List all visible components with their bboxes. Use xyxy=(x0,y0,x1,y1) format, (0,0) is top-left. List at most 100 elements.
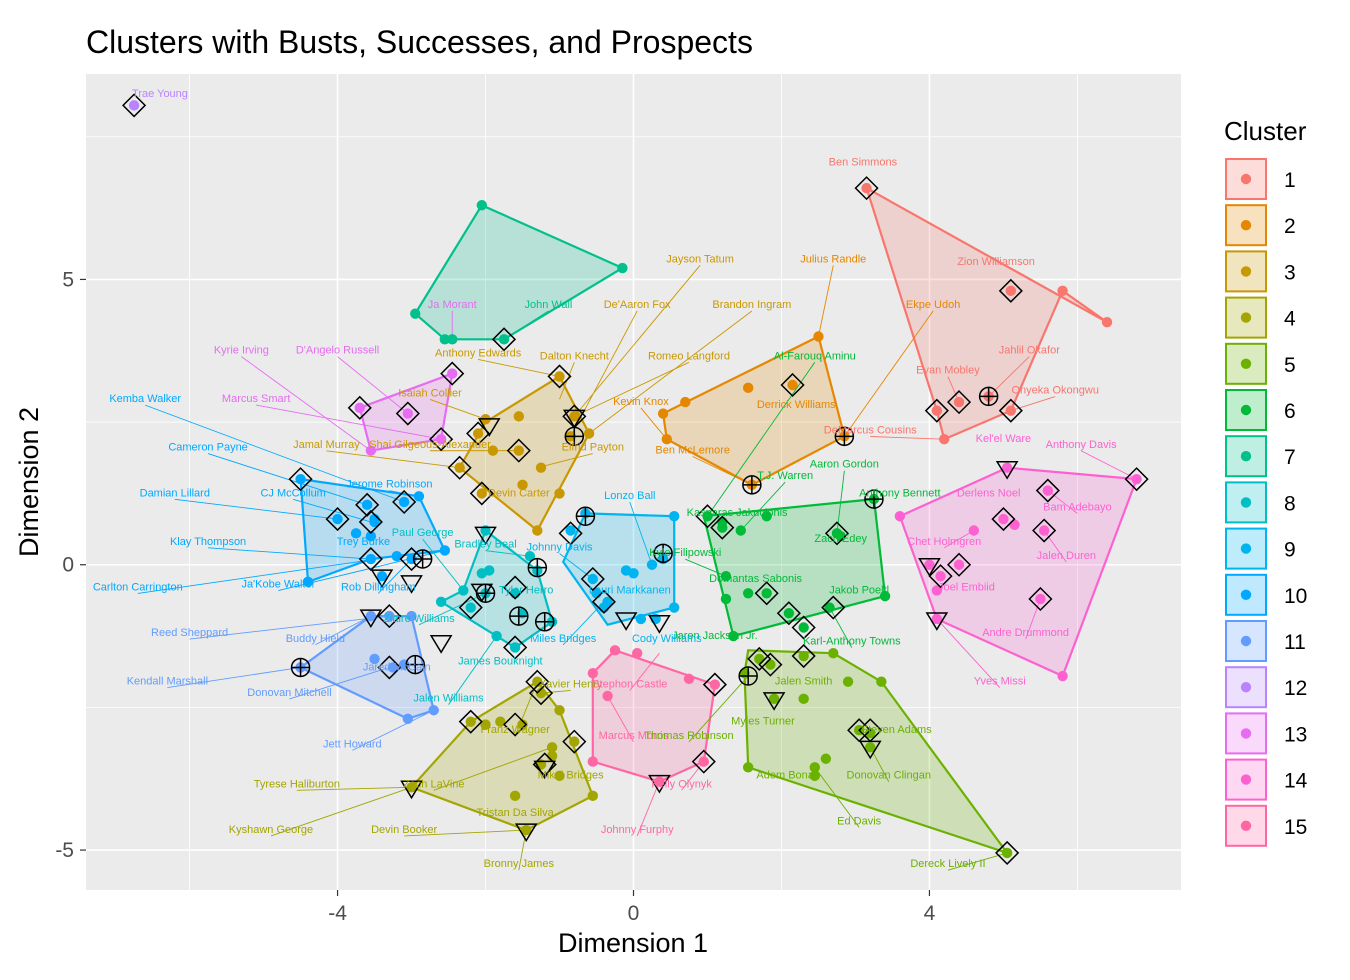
legend-point-13 xyxy=(1240,728,1252,739)
diamond-marker xyxy=(928,564,953,589)
data-point-cluster-14 xyxy=(924,559,935,570)
x-tick-label: -4 xyxy=(328,902,347,925)
player-label: Devin Carter xyxy=(488,487,550,499)
diamond-marker xyxy=(1028,586,1053,612)
data-point-cluster-1 xyxy=(1057,285,1068,297)
x-axis-title: Dimension 1 xyxy=(558,928,708,958)
player-label: Trae Young xyxy=(132,88,188,100)
data-point-cluster-9 xyxy=(646,559,658,570)
player-label: Karl-Anthony Towns xyxy=(803,636,901,648)
data-point-cluster-4 xyxy=(495,716,506,727)
legend-label-15: 15 xyxy=(1284,816,1307,839)
player-label: T.J. Warren xyxy=(757,470,813,482)
legend-label-12: 12 xyxy=(1284,677,1307,700)
player-label: Johnny Davis xyxy=(526,541,593,553)
triangle-marker xyxy=(429,635,453,654)
diamond-marker xyxy=(547,364,572,389)
triangle-marker xyxy=(400,780,423,800)
diamond-marker xyxy=(854,176,879,201)
label-leader xyxy=(241,356,372,451)
data-point-cluster-6 xyxy=(728,630,739,642)
player-label: Anthony Davis xyxy=(1046,439,1117,451)
player-label: Paul George xyxy=(392,527,454,539)
diamond-marker xyxy=(122,93,147,118)
data-point-cluster-12 xyxy=(128,100,140,111)
diamond-marker xyxy=(347,395,372,420)
diamond-marker xyxy=(377,655,402,680)
player-label: Elfrid Payton xyxy=(562,442,624,454)
player-label: Anthony Edwards xyxy=(435,347,522,359)
data-point-cluster-7 xyxy=(617,262,628,274)
data-point-cluster-6 xyxy=(761,511,772,522)
data-point-cluster-3 xyxy=(569,411,580,422)
player-label: Kyshawn George xyxy=(229,824,313,836)
player-label: Kasparas Jakucionis xyxy=(687,507,788,519)
player-label: Ed Davis xyxy=(837,815,882,827)
label-leader xyxy=(404,829,527,837)
player-label: Jamal Murray xyxy=(293,439,360,451)
label-leader xyxy=(944,530,975,549)
data-point-cluster-6 xyxy=(720,593,732,605)
player-label: Donovan Clingan xyxy=(847,770,931,782)
player-label: Jahlil Okafor xyxy=(999,345,1060,357)
legend-point-8 xyxy=(1240,497,1252,508)
player-label: Bam Adebayo xyxy=(1043,502,1112,514)
legend-label-9: 9 xyxy=(1284,539,1296,562)
data-point-cluster-5 xyxy=(809,770,820,782)
data-point-cluster-10 xyxy=(413,491,425,502)
data-point-cluster-10 xyxy=(365,531,377,542)
player-label: Rob Dillingham xyxy=(341,581,416,593)
diamond-marker xyxy=(447,455,472,480)
data-point-cluster-14 xyxy=(935,570,946,582)
data-point-cluster-14 xyxy=(1009,519,1020,530)
label-leader xyxy=(1025,598,1041,640)
label-leader xyxy=(537,453,593,469)
legend-point-2 xyxy=(1240,220,1252,231)
data-point-cluster-8 xyxy=(491,630,502,642)
legend-point-14 xyxy=(1240,774,1252,785)
diamond-marker xyxy=(946,390,972,415)
player-label: Jaren Jackson Jr. xyxy=(672,630,758,642)
data-point-cluster-13 xyxy=(435,434,447,445)
data-point-cluster-9 xyxy=(565,525,576,536)
label-leader xyxy=(562,601,605,646)
player-label: Yves Missi xyxy=(974,676,1026,688)
data-point-cluster-7 xyxy=(447,334,458,345)
player-label: Jared McCain xyxy=(363,661,431,673)
player-label: Joel Embiid xyxy=(938,581,995,593)
label-leader xyxy=(174,498,338,520)
player-label: Steven Adams xyxy=(861,724,932,736)
label-leader xyxy=(478,359,560,377)
triangle-marker xyxy=(533,760,557,780)
data-point-cluster-2 xyxy=(813,331,824,342)
data-point-cluster-4 xyxy=(509,790,521,802)
data-point-cluster-5 xyxy=(865,727,876,739)
label-leader xyxy=(588,310,753,434)
player-label: DeMarcus Cousins xyxy=(824,424,917,436)
label-leader xyxy=(1047,490,1078,514)
player-label: Aaron Gordon xyxy=(810,459,879,471)
data-point-cluster-13 xyxy=(365,445,377,456)
legend-point-12 xyxy=(1240,682,1252,693)
player-label: Domantas Sabonis xyxy=(709,573,802,585)
data-point-cluster-4 xyxy=(532,676,543,687)
data-point-cluster-4 xyxy=(521,824,532,836)
player-label: Onyeka Okongwu xyxy=(1012,385,1099,397)
diamond-marker xyxy=(754,581,779,606)
label-leader xyxy=(1043,530,1067,563)
label-leader xyxy=(685,558,727,577)
data-point-cluster-10 xyxy=(439,545,451,556)
data-point-cluster-11 xyxy=(384,610,395,622)
triangle-marker xyxy=(359,609,383,629)
diamond-marker xyxy=(847,718,872,743)
label-leader xyxy=(418,592,486,626)
data-point-cluster-10 xyxy=(365,553,377,565)
data-point-cluster-1 xyxy=(931,405,943,416)
data-point-cluster-4 xyxy=(546,742,558,753)
data-point-cluster-13 xyxy=(354,402,365,414)
data-point-cluster-14 xyxy=(1131,473,1142,485)
player-label: Marcus Morris xyxy=(599,730,669,742)
diamond-marker xyxy=(824,521,850,546)
legend-point-6 xyxy=(1240,404,1252,416)
player-label: Al-Farouq Aminu xyxy=(774,350,856,362)
